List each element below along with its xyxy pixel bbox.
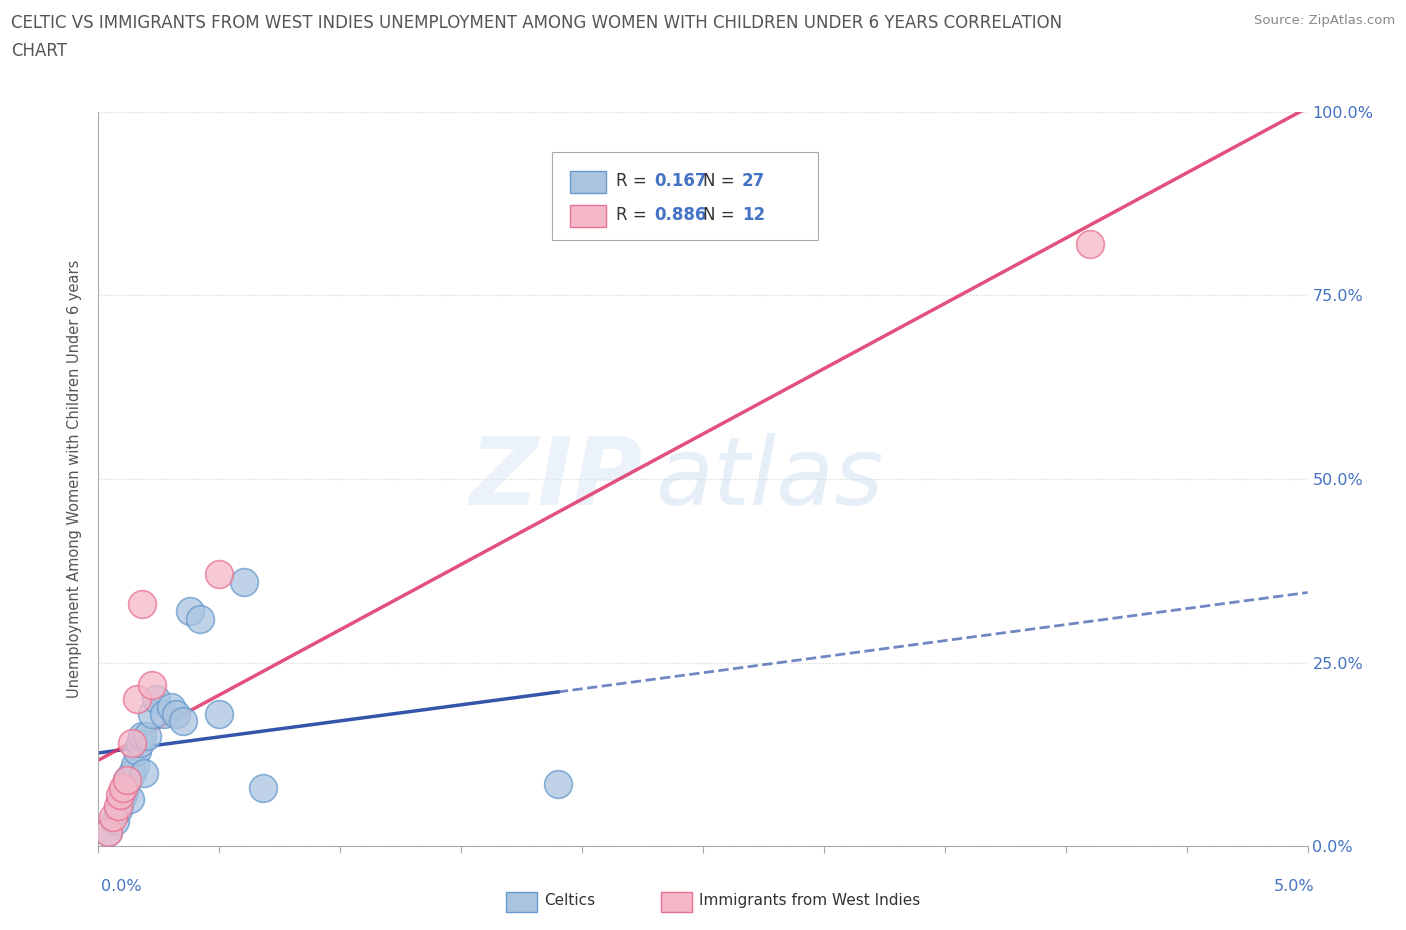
- Point: [124, 758, 146, 773]
- FancyBboxPatch shape: [569, 205, 606, 227]
- Point: [128, 736, 150, 751]
- Point: [131, 596, 153, 611]
- Point: [127, 743, 149, 758]
- Y-axis label: Unemployment Among Women with Children Under 6 years: Unemployment Among Women with Children U…: [67, 259, 83, 698]
- Text: CHART: CHART: [11, 42, 67, 60]
- FancyBboxPatch shape: [551, 152, 818, 240]
- Point: [152, 707, 174, 722]
- Point: [97, 824, 120, 839]
- Point: [108, 795, 131, 810]
- Point: [108, 788, 131, 803]
- Point: [117, 773, 139, 788]
- Point: [179, 604, 201, 618]
- Text: Source: ZipAtlas.com: Source: ZipAtlas.com: [1254, 14, 1395, 27]
- Point: [101, 809, 124, 824]
- Point: [127, 692, 149, 707]
- Point: [1078, 236, 1101, 251]
- Point: [145, 692, 167, 707]
- Point: [232, 575, 254, 590]
- Point: [114, 780, 136, 795]
- Text: 0.0%: 0.0%: [101, 879, 142, 894]
- Text: ZIP: ZIP: [470, 433, 643, 525]
- Point: [107, 799, 129, 814]
- Text: 27: 27: [742, 172, 765, 191]
- Point: [135, 729, 157, 744]
- Point: [131, 729, 153, 744]
- Point: [97, 824, 120, 839]
- Point: [547, 777, 569, 791]
- Point: [141, 677, 163, 692]
- Point: [165, 707, 187, 722]
- Point: [141, 707, 163, 722]
- Text: 5.0%: 5.0%: [1274, 879, 1315, 894]
- Point: [134, 765, 156, 780]
- Point: [117, 773, 139, 788]
- Text: 0.886: 0.886: [655, 206, 707, 224]
- Text: Immigrants from West Indies: Immigrants from West Indies: [699, 893, 920, 908]
- Text: 12: 12: [742, 206, 765, 224]
- Point: [208, 567, 231, 582]
- Point: [121, 765, 143, 780]
- Point: [107, 802, 129, 817]
- Point: [160, 699, 183, 714]
- Text: atlas: atlas: [655, 433, 883, 525]
- FancyBboxPatch shape: [569, 171, 606, 193]
- Text: R =: R =: [616, 206, 652, 224]
- Text: Celtics: Celtics: [544, 893, 595, 908]
- Point: [111, 780, 134, 795]
- Text: N =: N =: [703, 172, 740, 191]
- Point: [188, 611, 211, 626]
- Point: [111, 788, 134, 803]
- Point: [121, 736, 143, 751]
- Text: N =: N =: [703, 206, 740, 224]
- Point: [104, 813, 127, 828]
- Point: [208, 707, 231, 722]
- Text: 0.167: 0.167: [655, 172, 707, 191]
- Point: [172, 714, 194, 729]
- Point: [252, 780, 274, 795]
- Point: [118, 791, 141, 806]
- Text: R =: R =: [616, 172, 652, 191]
- Text: CELTIC VS IMMIGRANTS FROM WEST INDIES UNEMPLOYMENT AMONG WOMEN WITH CHILDREN UND: CELTIC VS IMMIGRANTS FROM WEST INDIES UN…: [11, 14, 1063, 32]
